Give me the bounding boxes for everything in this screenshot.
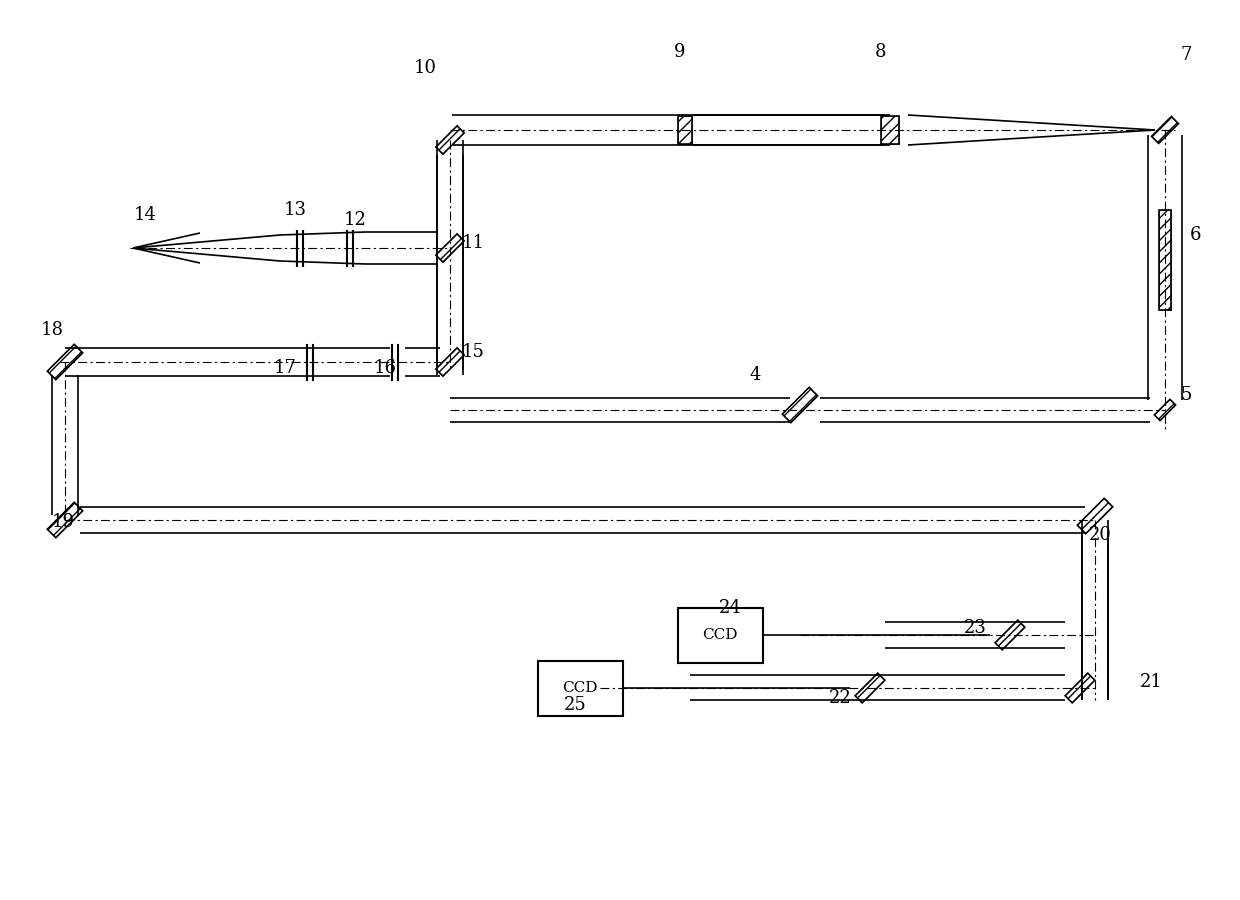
Text: 7: 7 (1180, 46, 1192, 64)
Bar (677, 608, 763, 662)
Polygon shape (435, 348, 464, 376)
Text: 22: 22 (828, 689, 852, 707)
Text: 18: 18 (41, 321, 63, 339)
Polygon shape (47, 502, 83, 537)
Polygon shape (1152, 117, 1178, 143)
Text: 6: 6 (1190, 226, 1202, 244)
Polygon shape (1154, 400, 1176, 420)
Text: 5: 5 (1180, 386, 1192, 404)
Polygon shape (856, 673, 885, 703)
Polygon shape (1159, 210, 1171, 310)
Text: 21: 21 (1140, 673, 1163, 691)
Text: 4: 4 (749, 366, 760, 384)
Text: 20: 20 (1089, 526, 1111, 544)
Text: 14: 14 (134, 206, 156, 224)
Text: 9: 9 (675, 43, 686, 61)
Polygon shape (47, 345, 83, 380)
Bar (537, 661, 622, 716)
Text: 17: 17 (274, 359, 296, 377)
Text: 25: 25 (564, 696, 587, 714)
Text: 23: 23 (963, 619, 987, 637)
Polygon shape (880, 116, 899, 144)
Polygon shape (782, 387, 817, 423)
Text: 13: 13 (284, 201, 306, 219)
Polygon shape (996, 620, 1024, 650)
Text: 16: 16 (373, 359, 397, 377)
Text: 24: 24 (719, 599, 742, 617)
Polygon shape (435, 126, 464, 154)
Text: CCD: CCD (702, 628, 738, 642)
Polygon shape (678, 116, 692, 144)
Text: 19: 19 (52, 513, 74, 531)
Text: 8: 8 (874, 43, 885, 61)
Text: 12: 12 (343, 211, 367, 229)
Text: 11: 11 (463, 234, 485, 252)
Text: CCD: CCD (562, 681, 598, 695)
Polygon shape (1078, 499, 1112, 534)
Text: 10: 10 (413, 59, 436, 77)
Text: 15: 15 (463, 343, 485, 361)
Polygon shape (1065, 673, 1095, 703)
Polygon shape (435, 234, 464, 262)
